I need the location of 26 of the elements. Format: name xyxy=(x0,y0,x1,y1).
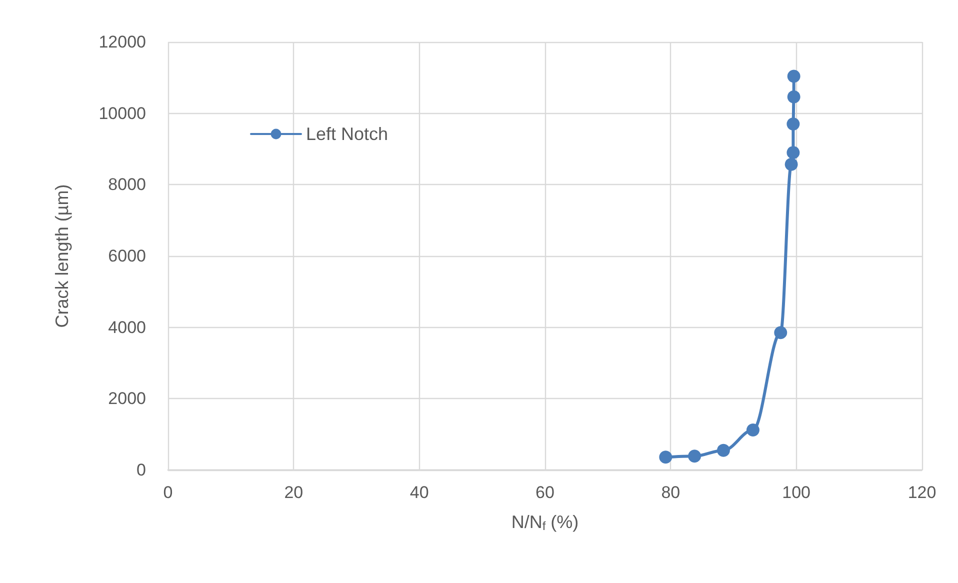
point xyxy=(659,450,672,464)
legend-label: Left Notch xyxy=(306,124,388,144)
point xyxy=(786,118,800,131)
point xyxy=(786,146,800,160)
point xyxy=(774,326,788,340)
x-tick-label: 60 xyxy=(536,483,554,502)
y-tick-label: 12000 xyxy=(98,32,146,52)
x-tick-label: 100 xyxy=(782,483,811,502)
y-axis-title: Crack length (µm) xyxy=(52,184,72,328)
point xyxy=(784,158,798,171)
y-tick-label: 6000 xyxy=(108,246,146,266)
point xyxy=(787,70,800,83)
x-tick-label: 40 xyxy=(410,483,429,502)
point xyxy=(746,424,760,437)
x-tick-label: 20 xyxy=(284,483,304,502)
y-tick-label: 8000 xyxy=(108,175,146,194)
y-tick-label: 0 xyxy=(136,460,146,480)
x-tick-label: 0 xyxy=(163,483,173,502)
point xyxy=(688,450,702,463)
point xyxy=(716,444,730,457)
y-tick-label: 2000 xyxy=(108,389,146,408)
point xyxy=(787,90,800,104)
x-tick-label: 80 xyxy=(661,483,680,502)
y-tick-label: 4000 xyxy=(108,318,146,337)
y-tick-label: 10000 xyxy=(98,104,146,123)
x-tick-label: 120 xyxy=(908,483,936,502)
